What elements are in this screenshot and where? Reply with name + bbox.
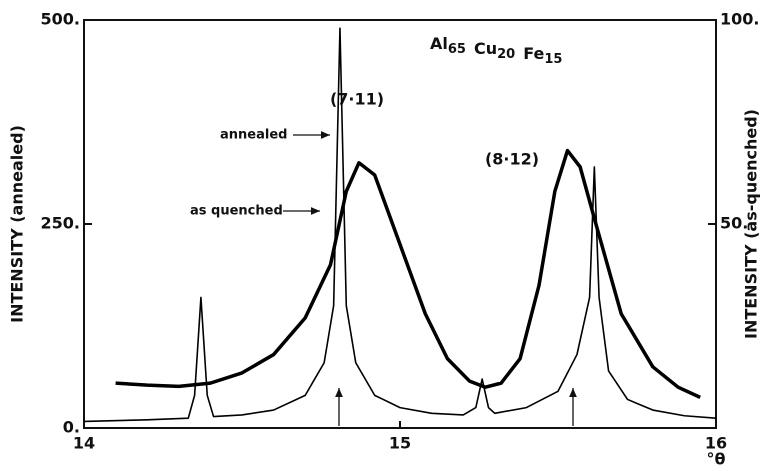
annotation: (8·12) [485,150,539,169]
y2-tick-label: 100. [720,10,759,29]
title-subscript: 15 [544,52,562,67]
x-tick-label: 15 [389,434,411,453]
y-axis-label: INTENSITY (annealed) [8,125,27,323]
plot-frame [83,19,717,429]
series-line [83,27,717,423]
chart-title: Al65 Cu20 Fe15 [430,34,562,67]
x-axis-label: °θ [707,450,726,469]
series-label: annealed [220,128,287,143]
series-label: as quenched [190,204,283,219]
title-subscript: 20 [497,47,515,62]
y2-tick-label: 50. [720,214,748,233]
series-line [115,148,701,399]
title-subscript: 65 [448,42,466,57]
title-part: Al [430,34,448,53]
x-tick-label: 14 [73,434,95,453]
title-part: Fe [523,44,544,63]
y-tick-label: 0. [63,418,80,437]
x-tick-label: 16 [705,434,727,453]
annotation: (7·11) [330,90,384,109]
y2-axis-label: INTENSITY (as-quenched) [742,109,761,339]
title-part: Cu [474,39,497,58]
y-tick-label: 250. [41,214,80,233]
y-tick-label: 500. [41,10,80,29]
